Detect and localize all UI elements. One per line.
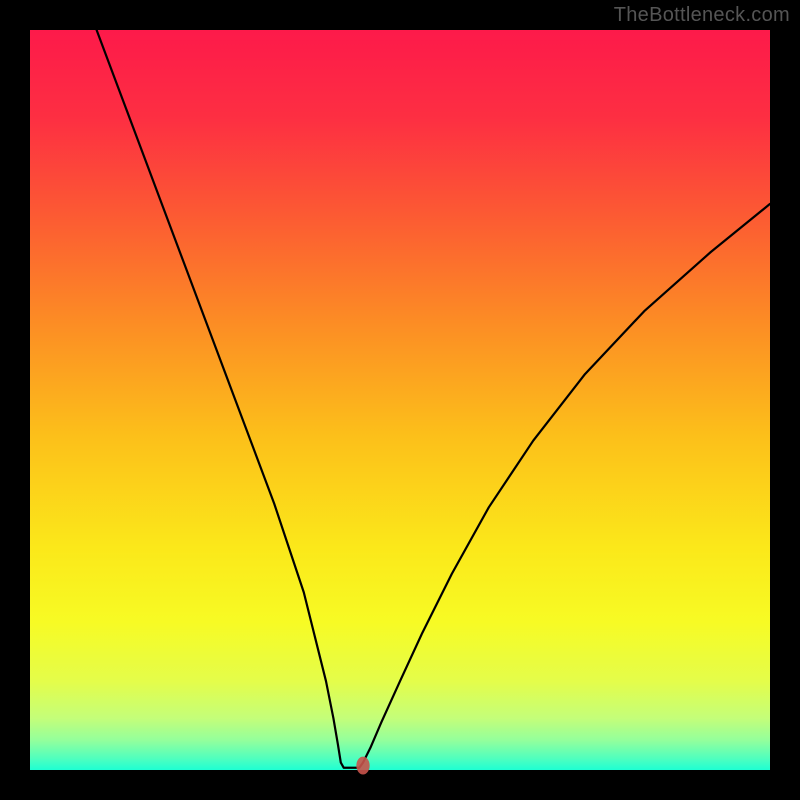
chart-frame: TheBottleneck.com	[0, 0, 800, 800]
curve-minimum-marker	[356, 757, 369, 775]
bottleneck-chart	[0, 0, 800, 800]
attribution-watermark: TheBottleneck.com	[614, 4, 790, 27]
plot-background	[30, 30, 770, 770]
